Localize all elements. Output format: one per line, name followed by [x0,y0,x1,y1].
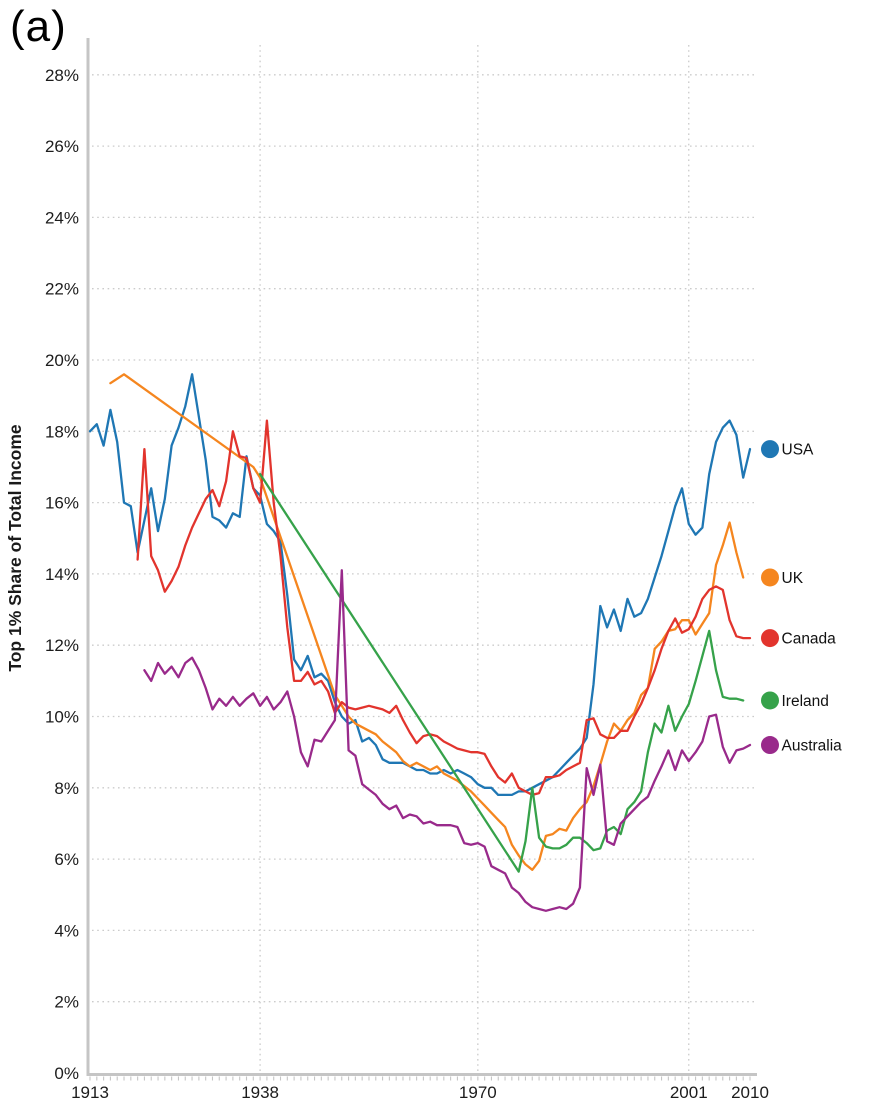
legend-label-usa: USA [782,442,815,459]
x-tick-label-2001: 2001 [670,1083,708,1102]
y-axis-title: Top 1% Share of Total Income [5,424,25,672]
series-line-australia [143,569,752,912]
y-tick-label-14: 14% [45,565,79,584]
legend-label-australia: Australia [782,738,843,755]
legend-label-uk: UK [782,570,804,587]
axes [86,38,757,1081]
y-tick-label-20: 20% [45,351,79,370]
legend-dot-uk [761,568,779,587]
y-tick-label-10: 10% [45,708,79,727]
axis-tick-labels: 0% 2% 4% 6% 8% 10% 12% 14% 16% 18% 20% 22% 24% 26% 28%… [45,66,769,1102]
series-line-usa [88,373,752,797]
gridlines [92,45,757,1073]
legend-dot-australia [761,736,779,755]
y-tick-label-6: 6% [54,850,79,869]
series-line-ireland [258,472,745,873]
y-tick-label-28: 28% [45,66,79,85]
series-line-uk [109,373,745,871]
y-tick-label-4: 4% [54,921,79,940]
x-tick-label-1938: 1938 [241,1083,279,1102]
y-tick-label-18: 18% [45,422,79,441]
series-lines [88,373,752,912]
y-tick-label-24: 24% [45,208,79,227]
y-tick-label-0: 0% [54,1064,79,1083]
x-tick-label-1970: 1970 [459,1083,497,1102]
panel-label: (a) [10,2,67,51]
legend-dot-ireland [761,691,779,710]
legend-dot-usa [761,440,779,459]
y-tick-label-26: 26% [45,137,79,156]
y-tick-label-8: 8% [54,779,79,798]
series-line-canada [136,419,752,797]
chart-legend: USA UK Canada Ireland Australia [761,440,843,755]
legend-label-canada: Canada [782,631,837,648]
y-tick-label-12: 12% [45,636,79,655]
y-tick-label-2: 2% [54,993,79,1012]
y-tick-label-16: 16% [45,494,79,513]
legend-label-ireland: Ireland [782,693,829,710]
legend-dot-canada [761,629,779,648]
x-tick-label-1913: 1913 [71,1083,109,1102]
y-tick-label-22: 22% [45,280,79,299]
x-tick-label-2010: 2010 [731,1083,769,1102]
